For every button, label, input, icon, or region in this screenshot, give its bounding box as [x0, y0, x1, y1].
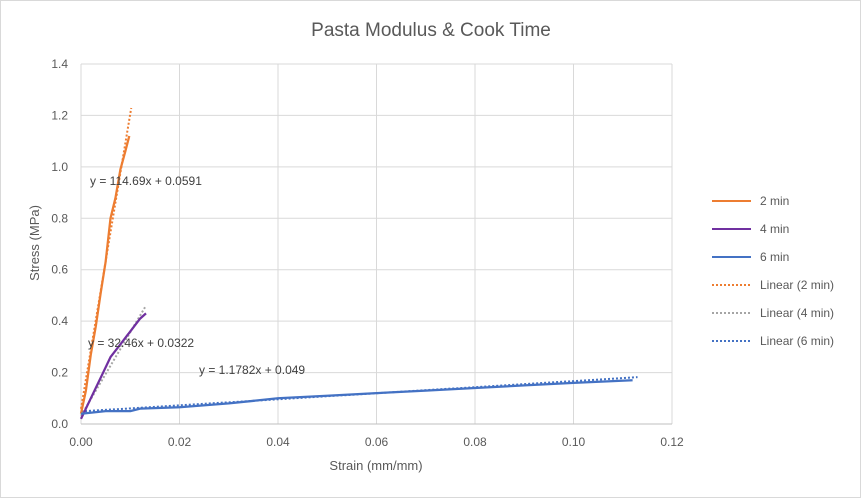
y-axis-title: Stress (MPa) — [27, 205, 42, 281]
series-line — [79, 312, 147, 420]
x-axis-title: Strain (mm/mm) — [329, 458, 422, 473]
x-tick-label: 0.00 — [69, 435, 93, 449]
x-tick-label: 0.02 — [168, 435, 192, 449]
legend: 2 min 4 min 6 min Linear (2 min) Linear (4 m… — [712, 194, 834, 348]
y-tick-label: 0.4 — [51, 314, 68, 328]
x-tick-label: 0.12 — [660, 435, 684, 449]
y-tick-label: 1.2 — [51, 108, 68, 122]
y-tick-label: 0.2 — [51, 366, 68, 380]
data-series — [79, 135, 633, 420]
y-tick-label: 0.6 — [51, 263, 68, 277]
x-tick-label: 0.10 — [562, 435, 586, 449]
trendline-equation: y = 1.1782x + 0.049 — [199, 363, 305, 377]
y-tick-label: 0.8 — [51, 211, 68, 225]
series-line — [79, 135, 131, 414]
chart-title: Pasta Modulus & Cook Time — [311, 20, 551, 41]
gridlines — [80, 63, 673, 424]
y-tick-label: 1.4 — [51, 57, 68, 71]
series-line — [80, 379, 633, 415]
trendline — [80, 376, 638, 413]
legend-label: 4 min — [760, 222, 789, 236]
legend-label: Linear (6 min) — [760, 334, 834, 348]
axis-ticks: 0.0 0.2 0.4 0.6 0.8 1.0 1.2 1.4 0.00 0.02 0.04 0.06… — [51, 57, 684, 449]
x-tick-label: 0.08 — [463, 435, 487, 449]
y-tick-label: 0.0 — [51, 417, 68, 431]
trendline-equation: y = 32.46x + 0.0322 — [88, 336, 194, 350]
trendline-equations: y = 114.69x + 0.0591 y = 32.46x + 0.0322 y… — [88, 174, 305, 377]
trendlines — [80, 107, 638, 417]
trendline-equation: y = 114.69x + 0.0591 — [90, 174, 202, 188]
legend-label: Linear (2 min) — [760, 278, 834, 292]
legend-label: 6 min — [760, 250, 789, 264]
x-tick-label: 0.04 — [266, 435, 290, 449]
y-tick-label: 1.0 — [51, 160, 68, 174]
legend-label: 2 min — [760, 194, 789, 208]
x-tick-label: 0.06 — [365, 435, 389, 449]
legend-label: Linear (4 min) — [760, 306, 834, 320]
